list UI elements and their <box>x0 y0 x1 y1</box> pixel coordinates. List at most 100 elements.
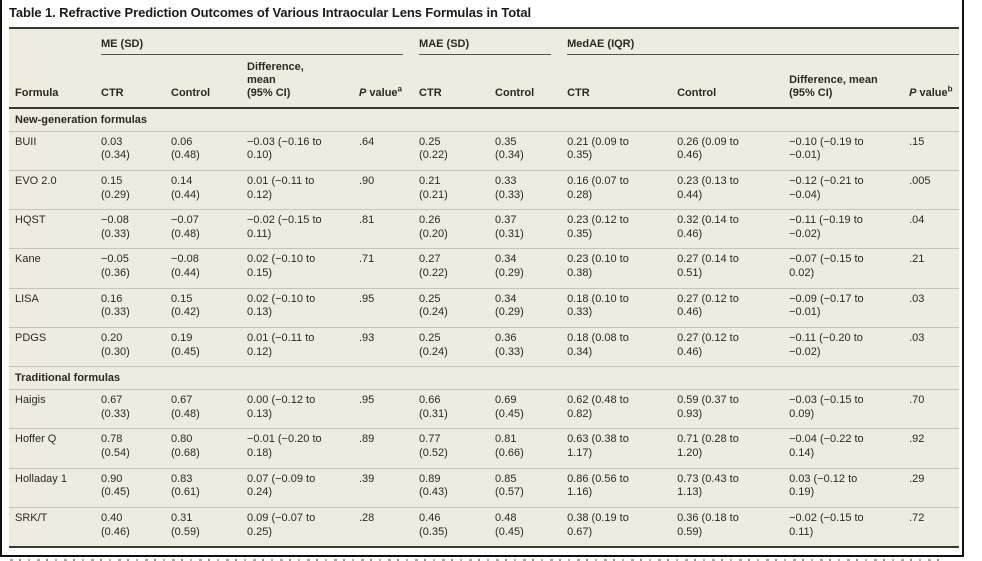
value-cell: −0.07 (−0.15 to 0.02) <box>789 248 910 289</box>
value-cell: −0.11 (−0.19 to −0.02) <box>789 209 910 250</box>
spanner-me: ME (SD) <box>101 28 419 56</box>
value-cell: 0.23 (0.10 to 0.38) <box>567 248 678 289</box>
value-cell: 0.27 (0.12 to 0.46) <box>677 327 790 368</box>
col-header-p-value-b: P valueb <box>909 55 960 109</box>
footnote-marker-a: a <box>397 84 402 94</box>
formula-name-cell: Haigis <box>9 389 101 430</box>
formula-name-cell: HQST <box>9 209 101 250</box>
formula-name-cell: PDGS <box>9 327 101 368</box>
value-cell: 0.23 (0.12 to 0.35) <box>567 209 678 250</box>
outcomes-table: ME (SD) MAE (SD) MedAE (IQR) Formula CTR… <box>9 27 960 549</box>
table-container: Table 1. Refractive Prediction Outcomes … <box>9 5 960 549</box>
value-cell: 0.31 (0.59) <box>171 511 200 538</box>
value-cell: 0.09 (−0.07 to 0.25) <box>247 511 316 538</box>
value-cell: −0.05 (0.36) <box>101 248 171 289</box>
value-cell: .005 <box>909 170 960 211</box>
formula-name-cell: Holladay 1 <box>9 468 101 508</box>
value-cell: 0.23 (0.13 to 0.44) <box>677 170 790 211</box>
col-header-medae-difference: Difference, mean (95% CI) <box>789 55 910 109</box>
formula-name-cell: Hoffer Q <box>9 428 101 469</box>
value-cell: 0.21 (0.09 to 0.35) <box>567 131 678 171</box>
value-cell: 0.07 (−0.09 to 0.24) <box>247 468 359 508</box>
formula-name-cell: BUII <box>9 131 101 171</box>
value-cell: .71 <box>359 248 420 289</box>
section-header-label: New-generation formulas <box>9 107 960 132</box>
value-cell: 0.77 (0.52) <box>419 428 496 469</box>
value-cell: 0.21 (0.21) <box>419 170 496 211</box>
formula-name-cell: SRK/T <box>15 511 48 524</box>
table-row: EVO 2.0 0.15 (0.29) 0.14 (0.44) 0.01 (−0.11… <box>9 170 960 211</box>
value-cell: .64 <box>359 131 420 171</box>
value-cell: 0.59 (0.37 to 0.93) <box>677 389 790 430</box>
value-cell: 0.34 (0.29) <box>495 248 568 289</box>
value-cell: 0.02 (−0.10 to 0.13) <box>247 288 359 328</box>
value-cell: −0.04 (−0.22 to 0.14) <box>789 428 910 469</box>
value-cell: 0.03 (−0.12 to 0.19) <box>789 468 910 508</box>
table-body: New-generation formulas BUII 0.03 (0.34) 0.… <box>9 107 960 548</box>
value-cell: 0.73 (0.43 to 1.13) <box>677 468 790 508</box>
value-cell: .03 <box>909 288 960 328</box>
col-header-medae-ctr: CTR <box>567 55 678 109</box>
value-cell: .93 <box>359 327 420 368</box>
table-row: SRK/T 0.40 (0.46) 0.31 (0.59) 0.09 (−0.07 t… <box>9 507 959 547</box>
value-cell: .72 <box>909 511 925 524</box>
table-row: BUII 0.03 (0.34) 0.06 (0.48) −0.03 (−0.16 t… <box>9 131 960 171</box>
col-header-mae-control: Control <box>495 55 568 109</box>
value-cell: 0.36 (0.33) <box>495 327 568 368</box>
value-cell: 0.32 (0.14 to 0.46) <box>677 209 790 250</box>
value-cell: 0.78 (0.54) <box>101 428 171 469</box>
value-cell: .03 <box>909 327 960 368</box>
value-cell: 0.25 (0.24) <box>419 288 496 328</box>
value-cell: 0.81 (0.66) <box>495 428 568 469</box>
value-cell: 0.25 (0.22) <box>419 131 496 171</box>
value-cell: 0.27 (0.14 to 0.51) <box>677 248 790 289</box>
value-cell: −0.08 (0.44) <box>171 248 247 289</box>
value-cell: 0.46 (0.35) <box>419 511 448 538</box>
col-header-formula: Formula <box>9 55 101 109</box>
col-header-p-value-a: P valuea <box>359 55 420 109</box>
value-cell: 0.83 (0.61) <box>171 468 247 508</box>
value-cell: 0.48 (0.45) <box>495 511 524 538</box>
value-cell: 0.69 (0.45) <box>495 389 568 430</box>
spanner-medae: MedAE (IQR) <box>567 28 960 56</box>
value-cell: .95 <box>359 389 420 430</box>
table-title: Table 1. Refractive Prediction Outcomes … <box>9 5 531 20</box>
value-cell: 0.01 (−0.11 to 0.12) <box>247 170 359 211</box>
value-cell: .89 <box>359 428 420 469</box>
value-cell: −0.01 (−0.20 to 0.18) <box>247 428 359 469</box>
col-header-me-ctr: CTR <box>101 55 171 109</box>
value-cell: 0.33 (0.33) <box>495 170 568 211</box>
value-cell: 0.20 (0.30) <box>101 327 171 368</box>
value-cell: 0.71 (0.28 to 1.20) <box>677 428 790 469</box>
table-row: Haigis 0.67 (0.33) 0.67 (0.48) 0.00 (−0.12 … <box>9 389 960 430</box>
value-cell: 0.40 (0.46) <box>101 511 130 538</box>
value-cell: 0.85 (0.57) <box>495 468 568 508</box>
value-cell: −0.03 (−0.16 to 0.10) <box>247 131 359 171</box>
formula-name-cell: Kane <box>9 248 101 289</box>
value-cell: 0.35 (0.34) <box>495 131 568 171</box>
value-cell: 0.01 (−0.11 to 0.12) <box>247 327 359 368</box>
table-row: HQST −0.08 (0.33) −0.07 (0.48) −0.02 (−0.15… <box>9 209 960 250</box>
value-cell: 0.18 (0.08 to 0.34) <box>567 327 678 368</box>
value-cell: −0.09 (−0.17 to −0.01) <box>789 288 910 328</box>
value-cell: 0.66 (0.31) <box>419 389 496 430</box>
value-cell: −0.12 (−0.21 to −0.04) <box>789 170 910 211</box>
value-cell: 0.03 (0.34) <box>101 131 171 171</box>
value-cell: 0.19 (0.45) <box>171 327 247 368</box>
spanner-medae-label: MedAE (IQR) <box>567 38 960 56</box>
value-cell: 0.67 (0.48) <box>171 389 247 430</box>
spanner-me-label: ME (SD) <box>101 38 404 56</box>
value-cell: 0.67 (0.33) <box>101 389 171 430</box>
clipped-footnote-sliver <box>10 559 940 561</box>
spanner-row: ME (SD) MAE (SD) MedAE (IQR) <box>9 28 960 56</box>
table-row: Kane −0.05 (0.36) −0.08 (0.44) 0.02 (−0.10 … <box>9 248 960 289</box>
formula-name-cell: EVO 2.0 <box>9 170 101 211</box>
value-cell: −0.02 (−0.15 to 0.11) <box>789 511 864 538</box>
value-cell: .15 <box>909 131 960 171</box>
value-cell: .29 <box>909 468 960 508</box>
value-cell: 0.37 (0.31) <box>495 209 568 250</box>
value-cell: 0.26 (0.20) <box>419 209 496 250</box>
value-cell: 0.15 (0.29) <box>101 170 171 211</box>
value-cell: −0.02 (−0.15 to 0.11) <box>247 209 359 250</box>
